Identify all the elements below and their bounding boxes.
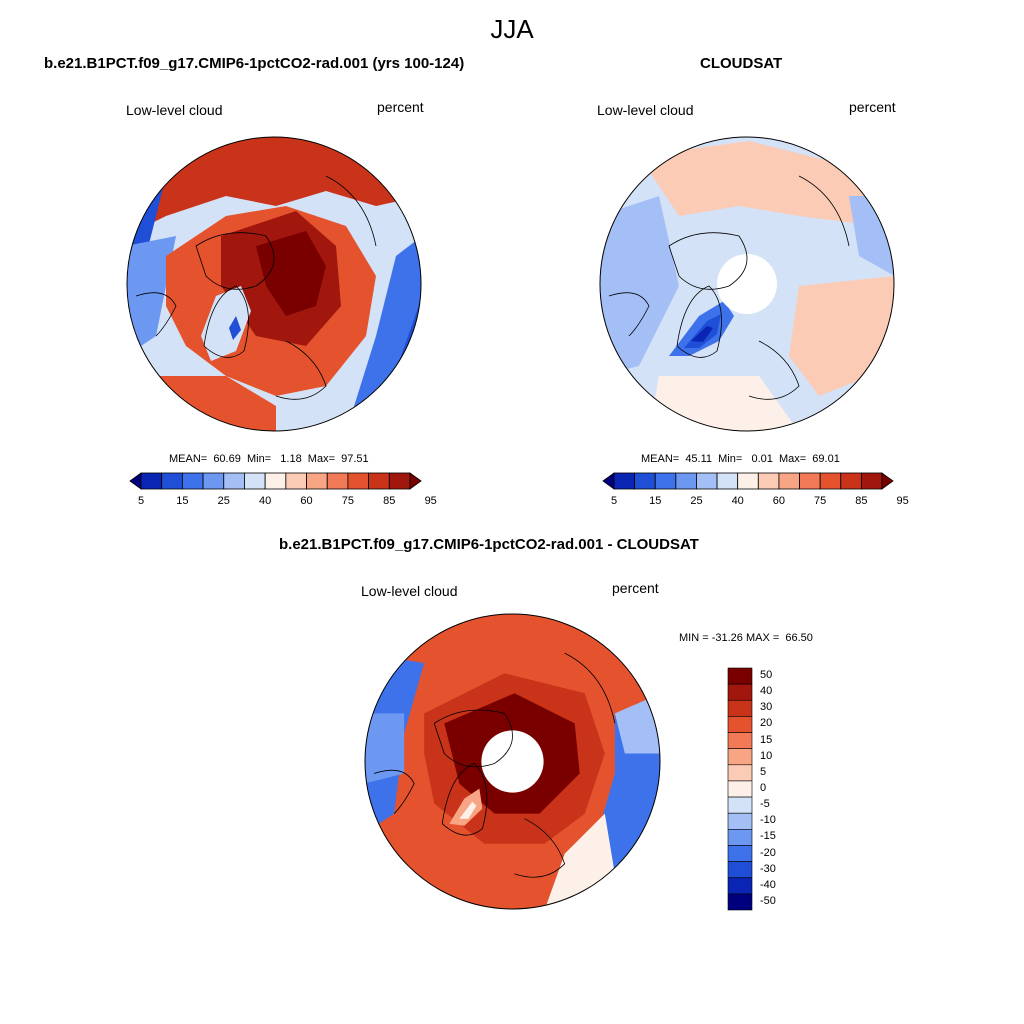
colorbar-tick-label: -10 — [760, 814, 776, 827]
panel2-colorbar-labels: 5 15 25 40 60 75 85 95 — [603, 495, 909, 509]
colorbar-swatch — [285, 472, 307, 490]
colorbar-swatch — [727, 812, 753, 830]
panel1-variable-label: Low-level cloud — [126, 102, 223, 118]
colorbar-swatch — [727, 877, 753, 895]
colorbar-swatch — [778, 472, 800, 490]
colorbar-swatch — [727, 845, 753, 862]
colorbar-swatch — [727, 829, 753, 846]
colorbar-swatch — [860, 472, 883, 490]
colorbar-swatch — [727, 764, 753, 782]
colorbar-tick-label: 50 — [760, 669, 773, 682]
colorbar-tick-label: 0 — [760, 782, 767, 794]
colorbar-tick-label: 85 — [383, 495, 396, 507]
colorbar-swatch — [634, 472, 656, 490]
colorbar-tick-label: 40 — [731, 495, 744, 507]
panel1-stats: MEAN= 60.69 Min= 1.18 Max= 97.51 — [169, 453, 369, 465]
colorbar-tick-label: 40 — [259, 495, 272, 507]
panel1-title: b.e21.B1PCT.f09_g17.CMIP6-1pctCO2-rad.00… — [44, 55, 465, 72]
colorbar-tick-label: -30 — [760, 862, 776, 875]
colorbar-swatch — [727, 893, 753, 911]
colorbar-swatch — [264, 472, 287, 490]
colorbar-tick-label: 40 — [760, 685, 773, 698]
colorbar-swatch — [161, 472, 183, 490]
colorbar-tick-label: 75 — [814, 495, 827, 507]
colorbar-tick-label: 15 — [176, 495, 189, 507]
panel1-polar-map — [126, 136, 422, 432]
panel3-variable-label: Low-level cloud — [361, 583, 458, 599]
colorbar-tick-label: 15 — [760, 733, 773, 746]
colorbar-swatch — [819, 472, 842, 490]
colorbar-swatch — [727, 780, 753, 798]
colorbar-tick-label: -5 — [760, 798, 770, 811]
colorbar-swatch — [716, 472, 739, 490]
colorbar-tick-label: 75 — [341, 495, 355, 507]
colorbar-swatch — [181, 472, 204, 490]
colorbar-tick-label: 5 — [610, 495, 618, 507]
colorbar-tick-label: 25 — [217, 495, 230, 507]
panel1-colorbar — [129, 472, 422, 490]
colorbar-swatch — [757, 472, 780, 490]
colorbar-tick-label: 20 — [760, 717, 773, 730]
colorbar-swatch — [840, 472, 862, 490]
colorbar-tick-label: 85 — [855, 495, 868, 507]
panel1-colorbar-labels: 5 15 25 40 60 75 85 95 — [130, 495, 437, 509]
colorbar-swatch — [223, 472, 245, 490]
colorbar-swatch — [737, 472, 759, 490]
colorbar-swatch — [727, 667, 753, 685]
colorbar-swatch — [347, 472, 370, 490]
season-title: JJA — [490, 14, 534, 44]
panel1-units-label: percent — [377, 99, 424, 115]
colorbar-swatch — [613, 472, 636, 490]
panel2-polar-map — [599, 136, 895, 432]
colorbar-tick-label: -40 — [760, 878, 776, 891]
colorbar-low-triangle — [602, 472, 615, 490]
colorbar-swatch — [727, 732, 753, 749]
colorbar-tick-label: 5 — [137, 495, 145, 507]
colorbar-tick-label: 25 — [690, 495, 703, 507]
colorbar-swatch — [727, 748, 753, 766]
panel2-title: CLOUDSAT — [700, 55, 783, 72]
panel3-units-label: percent — [612, 580, 659, 596]
colorbar-swatch — [727, 861, 753, 879]
colorbar-swatch — [140, 472, 163, 490]
panel2-units-label: percent — [849, 99, 896, 115]
colorbar-swatch — [675, 472, 697, 490]
colorbar-tick-label: 95 — [896, 495, 909, 507]
colorbar-tick-label: 60 — [300, 495, 313, 507]
colorbar-tick-label: 30 — [760, 701, 773, 714]
colorbar-swatch — [326, 472, 349, 490]
panel3-polar-map — [364, 613, 661, 910]
panel3-colorbar — [727, 667, 753, 911]
colorbar-tick-label: 10 — [760, 749, 773, 762]
colorbar-high-triangle — [881, 472, 894, 490]
colorbar-swatch — [368, 472, 390, 490]
panel2-variable-label: Low-level cloud — [597, 102, 694, 118]
colorbar-swatch — [727, 796, 753, 814]
colorbar-tick-label: -15 — [760, 830, 776, 843]
colorbar-swatch — [388, 472, 411, 490]
colorbar-swatch — [306, 472, 328, 490]
colorbar-swatch — [799, 472, 821, 490]
colorbar-tick-label: 60 — [772, 495, 786, 507]
colorbar-high-triangle — [409, 472, 422, 490]
colorbar-swatch — [727, 683, 753, 701]
colorbar-low-triangle — [129, 472, 142, 490]
colorbar-tick-label: 15 — [649, 495, 662, 507]
colorbar-tick-label: 95 — [424, 495, 437, 507]
panel3-stats: MIN = -31.26 MAX = 66.50 — [679, 632, 813, 644]
colorbar-swatch — [727, 716, 753, 733]
panel3-colorbar-labels: 50 40 30 20 15 10 5 0 -5 -10 -15 -20 -30 -40 -50 — [760, 668, 800, 910]
colorbar-swatch — [244, 472, 266, 490]
colorbar-tick-label: -50 — [760, 894, 776, 907]
colorbar-swatch — [202, 472, 225, 490]
panel3-title: b.e21.B1PCT.f09_g17.CMIP6-1pctCO2-rad.00… — [279, 536, 699, 553]
colorbar-swatch — [727, 699, 753, 717]
panel2-stats: MEAN= 45.11 Min= 0.01 Max= 69.01 — [641, 453, 840, 465]
colorbar-tick-label: 5 — [760, 765, 767, 778]
panel2-colorbar — [602, 472, 894, 490]
colorbar-tick-label: -20 — [760, 846, 776, 859]
colorbar-swatch — [696, 472, 718, 490]
colorbar-swatch — [654, 472, 677, 490]
